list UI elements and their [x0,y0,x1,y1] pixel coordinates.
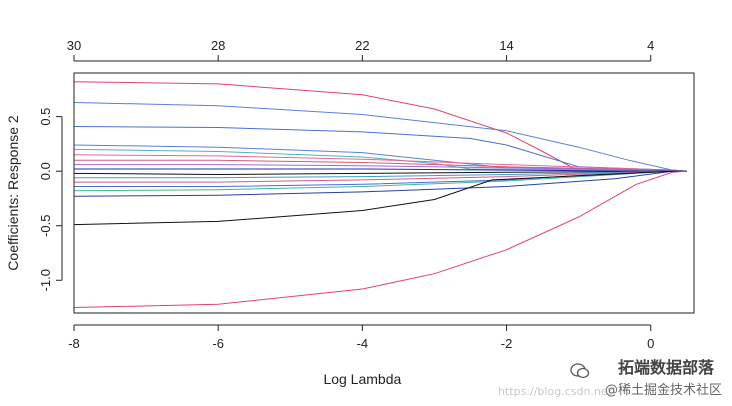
x-tick-label: 0 [647,336,654,351]
watermark-brand: 拓端数据部落 [617,358,714,377]
series-line-16 [73,170,687,226]
watermark-sub: @稀土掘金技术社区 [604,383,722,398]
plot-frame [73,72,695,314]
top-tick-label: 4 [647,38,654,53]
y-tick-label: 0.5 [38,108,53,126]
y-tick-label: 0.0 [38,162,53,180]
top-tick-label: 14 [499,38,513,53]
x-tick-label: -2 [501,336,513,351]
series-line-2 [73,102,687,172]
x-tick-label: -8 [68,336,80,351]
series-line-8 [74,164,687,172]
top-tick-label: 30 [67,38,81,53]
top-tick-label: 22 [355,38,369,53]
series-line-1 [73,81,687,172]
y-tick-label: -0.5 [38,215,53,237]
x-tick-label: -6 [212,336,224,351]
watermark-url: https://blog.csdn.net [498,385,612,398]
series-line-17 [73,170,687,308]
x-tick-label: -4 [357,336,369,351]
x-axis-title: Log Lambda [323,371,401,387]
y-axis-title: Coefficients: Response 2 [5,115,21,271]
wechat-logo-icon [570,363,590,379]
y-tick-label: -1.0 [38,269,53,291]
top-tick-label: 28 [211,38,225,53]
